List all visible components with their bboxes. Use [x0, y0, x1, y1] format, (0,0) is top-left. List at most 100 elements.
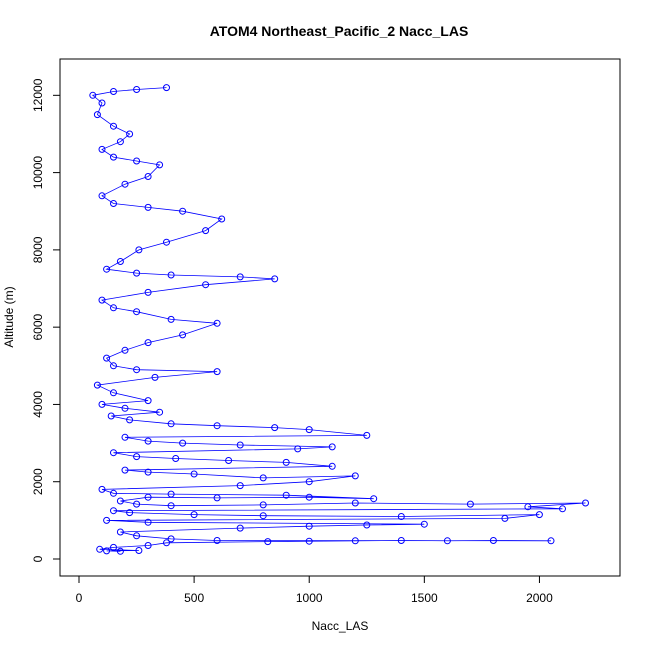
data-point [363, 521, 371, 529]
data-point [213, 368, 221, 376]
y-tick-label: 4000 [31, 391, 45, 418]
data-point [218, 215, 226, 223]
x-tick-label: 1000 [296, 591, 323, 605]
data-point [116, 258, 124, 265]
series-line [91, 87, 586, 552]
data-point [144, 468, 152, 476]
data-point [271, 275, 279, 283]
data-point [351, 537, 359, 545]
data-point [294, 445, 302, 453]
data-point [163, 238, 170, 246]
data-point [144, 203, 152, 211]
data-point [121, 404, 129, 412]
data-point [190, 470, 198, 478]
data-point [110, 153, 117, 161]
data-point [121, 433, 129, 441]
data-point [133, 86, 141, 93]
data-point [179, 331, 187, 339]
data-point [133, 308, 141, 316]
data-point [547, 537, 555, 545]
data-point [133, 453, 141, 461]
data-point [167, 271, 175, 279]
data-point [236, 273, 244, 281]
data-point [305, 426, 313, 434]
data-point [144, 437, 152, 445]
data-point [110, 304, 117, 312]
data-point [264, 538, 272, 546]
data-point [110, 200, 117, 207]
data-point [133, 500, 141, 508]
data-point [328, 462, 336, 470]
data-point [110, 88, 117, 95]
data-point [397, 537, 405, 544]
data-point [524, 503, 532, 511]
y-tick-label: 2000 [31, 468, 45, 495]
data-point [213, 537, 221, 544]
data-point [98, 296, 106, 304]
data-point [202, 281, 210, 289]
data-point [213, 494, 221, 502]
data-point [328, 443, 336, 451]
data-point [179, 439, 187, 447]
data-point [116, 547, 124, 555]
data-point [107, 412, 115, 420]
data-point [126, 509, 134, 517]
data-point [167, 535, 175, 543]
data-point [103, 265, 111, 273]
data-point [144, 288, 152, 296]
data-point [144, 397, 152, 405]
x-tick-label: 500 [184, 591, 204, 605]
chart-title: ATOM4 Northeast_Pacific_2 Nacc_LAS [210, 23, 469, 39]
data-point [144, 542, 152, 549]
data-point [116, 138, 124, 146]
data-point [96, 545, 104, 553]
data-point [163, 539, 170, 547]
y-tick-label: 8000 [31, 236, 45, 263]
data-point [144, 493, 152, 501]
y-tick-label: 10000 [31, 156, 45, 190]
data-point [156, 408, 164, 416]
data-point [110, 489, 117, 497]
data-point [98, 145, 106, 153]
data-point [535, 511, 543, 519]
data-point [98, 192, 106, 200]
y-axis-label: Altitude (m) [2, 286, 16, 347]
data-point [133, 269, 141, 277]
data-point [225, 457, 233, 464]
data-point [466, 500, 474, 508]
data-point [110, 449, 117, 457]
data-point [121, 466, 129, 474]
data-point [351, 472, 359, 480]
data-point [121, 346, 129, 354]
data-point [144, 173, 152, 180]
data-point [110, 389, 117, 397]
x-axis: 0 500 1000 1500 2000 [76, 575, 553, 605]
data-point [167, 420, 175, 428]
data-point [351, 499, 359, 507]
data-point [156, 161, 164, 169]
x-tick-label: 1500 [411, 591, 438, 605]
y-tick-label: 6000 [31, 313, 45, 340]
x-tick-label: 2000 [526, 591, 553, 605]
data-point [144, 339, 152, 347]
data-point [135, 246, 143, 254]
data-point [259, 512, 267, 520]
data-point [163, 84, 170, 92]
data-point [110, 507, 117, 515]
data-point [144, 518, 152, 526]
data-point [443, 537, 451, 545]
data-point [110, 122, 117, 130]
data-point [501, 514, 509, 522]
data-point [305, 478, 313, 486]
data-point [98, 485, 106, 493]
data-point [259, 501, 267, 509]
data-point [305, 522, 313, 530]
x-axis-label: Nacc_LAS [312, 619, 369, 633]
data-point [167, 490, 175, 498]
data-point [93, 111, 101, 119]
data-point [116, 497, 124, 505]
data-point [89, 91, 97, 99]
data-point [213, 422, 221, 430]
data-point [236, 524, 244, 532]
data-point [167, 502, 175, 510]
